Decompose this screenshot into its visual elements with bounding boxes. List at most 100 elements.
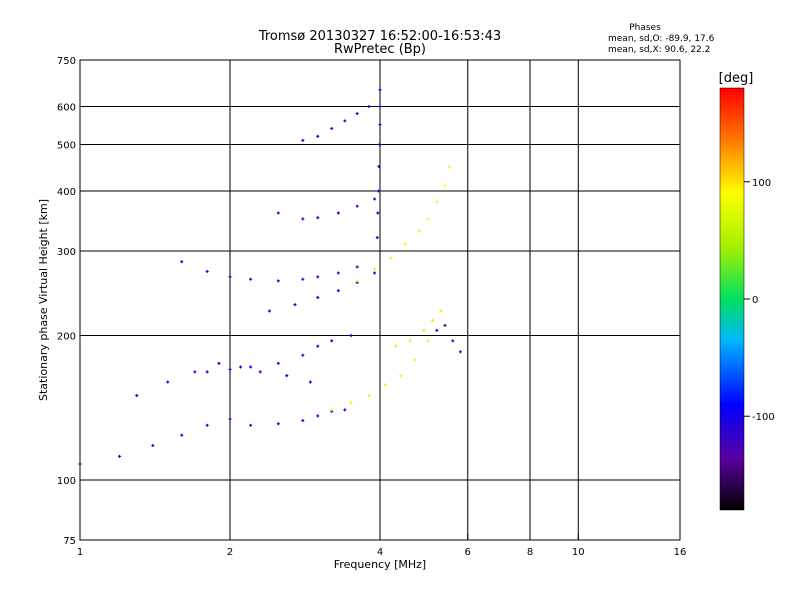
data-point: [373, 267, 377, 271]
data-point: [301, 217, 305, 221]
colorbar-ticks: 100 0 -100: [744, 178, 775, 423]
data-point: [316, 134, 320, 138]
data-point: [180, 260, 184, 264]
stats-line-o: mean, sd,O: -89.9, 17.6: [608, 34, 715, 44]
y-tick-label: 100: [57, 476, 76, 487]
data-point: [355, 265, 359, 269]
y-tick-label: 600: [57, 103, 76, 114]
data-point: [276, 279, 280, 283]
data-point: [377, 164, 381, 168]
data-point: [367, 105, 371, 109]
y-tick-label: 500: [57, 141, 76, 152]
data-point: [349, 401, 353, 405]
colorbar: [719, 87, 745, 511]
data-point: [426, 339, 430, 343]
data-point: [267, 309, 271, 313]
y-axis-label: Stationary phase Virtual Height [km]: [37, 199, 50, 401]
data-point: [276, 422, 280, 426]
data-point: [316, 296, 320, 300]
data-point: [355, 112, 359, 116]
data-point: [377, 143, 381, 147]
data-point: [228, 417, 232, 421]
colorbar-label: [deg]: [719, 71, 754, 86]
data-point: [367, 394, 371, 398]
x-tick-label: 1: [77, 547, 83, 558]
data-point: [316, 414, 320, 418]
data-point: [403, 242, 407, 246]
colorbar-tick-label: 100: [752, 178, 771, 189]
colorbar-tick-label: -100: [752, 412, 775, 423]
x-tick-label: 4: [377, 547, 383, 558]
colorbar-tick-label: 0: [752, 295, 758, 306]
data-point: [285, 374, 289, 378]
data-point: [205, 423, 209, 427]
y-axis-ticks: 75 100 200 300 400 500 600 750: [57, 56, 86, 547]
x-tick-label: 10: [572, 547, 585, 558]
data-point: [166, 380, 170, 384]
data-point: [316, 216, 320, 220]
data-point: [373, 271, 377, 275]
data-point: [180, 433, 184, 437]
data-point: [431, 318, 435, 322]
x-tick-label: 8: [527, 547, 533, 558]
data-point: [239, 365, 243, 369]
y-tick-label: 200: [57, 332, 76, 343]
y-tick-label: 75: [63, 536, 76, 547]
data-point: [151, 444, 155, 448]
x-tick-label: 2: [227, 547, 233, 558]
data-point: [336, 271, 340, 275]
data-point: [413, 358, 417, 362]
data-point: [458, 350, 462, 354]
data-point: [301, 138, 305, 142]
data-point: [435, 200, 439, 204]
data-point: [378, 105, 382, 109]
data-point: [301, 277, 305, 281]
data-point: [343, 408, 347, 412]
stats-heading: Phases: [629, 23, 661, 33]
data-point: [376, 189, 380, 193]
data-point: [276, 361, 280, 365]
data-point: [443, 323, 447, 327]
data-point: [193, 370, 197, 374]
y-tick-label: 400: [57, 187, 76, 198]
data-point: [426, 217, 430, 221]
data-point: [205, 370, 209, 374]
x-axis-label: Frequency [MHz]: [334, 558, 426, 571]
y-tick-label: 300: [57, 247, 76, 258]
data-point: [316, 275, 320, 279]
data-point: [330, 408, 334, 412]
x-axis-ticks: 1 2 4 6 8 10 16: [77, 534, 687, 558]
data-point: [135, 394, 139, 398]
data-point: [249, 365, 253, 369]
data-point: [417, 229, 421, 233]
data-point: [389, 256, 393, 260]
x-tick-label: 16: [674, 547, 687, 558]
data-point: [378, 123, 382, 127]
data-point: [399, 374, 403, 378]
x-tick-label: 6: [465, 547, 471, 558]
data-point: [78, 462, 82, 466]
data-point: [228, 367, 232, 371]
y-tick-label: 750: [57, 56, 76, 67]
data-point: [117, 454, 121, 458]
data-point: [301, 419, 305, 423]
data-point: [349, 334, 353, 338]
data-point: [336, 289, 340, 293]
data-point: [355, 204, 359, 208]
data-point: [376, 211, 380, 215]
data-point: [343, 119, 347, 123]
data-point: [439, 309, 443, 313]
data-point: [249, 423, 253, 427]
stats-line-x: mean, sd,X: 90.6, 22.2: [608, 45, 710, 55]
data-point: [308, 380, 312, 384]
data-point: [228, 275, 232, 279]
data-point: [435, 328, 439, 332]
data-point: [373, 197, 377, 201]
data-point: [330, 126, 334, 130]
data-point: [378, 88, 382, 92]
data-point: [355, 279, 359, 283]
data-point: [316, 344, 320, 348]
data-points: [78, 88, 462, 466]
data-point: [336, 211, 340, 215]
